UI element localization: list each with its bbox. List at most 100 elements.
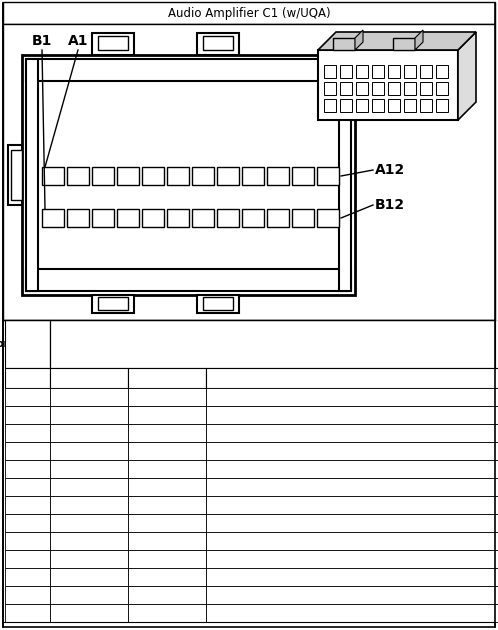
Polygon shape <box>355 30 363 50</box>
Polygon shape <box>415 30 423 50</box>
Bar <box>50 460 128 478</box>
Text: A8: A8 <box>21 464 33 474</box>
Text: Connector Part Information: Connector Part Information <box>0 339 103 349</box>
Bar <box>3 24 495 320</box>
Bar <box>26 269 351 291</box>
Text: •   24-Way F Micro-Pack 100 Series (GY): • 24-Way F Micro-Pack 100 Series (GY) <box>68 344 262 354</box>
Text: Function: Function <box>329 373 376 383</box>
Bar <box>5 586 50 604</box>
Bar <box>206 478 498 496</box>
Text: Wire Color: Wire Color <box>60 373 118 383</box>
Bar <box>420 82 432 95</box>
Bar <box>128 388 206 406</box>
Bar <box>206 532 498 550</box>
Bar <box>128 550 206 568</box>
Bar <box>50 388 128 406</box>
Bar <box>22 55 355 295</box>
Text: Left Front Speaker Output (−): Left Front Speaker Output (−) <box>210 428 345 437</box>
Text: Right Rear Low Level Audio Signal (−): Right Rear Low Level Audio Signal (−) <box>210 590 382 600</box>
Bar <box>292 209 314 227</box>
Text: A7: A7 <box>21 447 33 455</box>
Text: D-GN: D-GN <box>77 537 101 546</box>
Text: BK: BK <box>83 590 95 600</box>
Text: A1: A1 <box>68 34 88 48</box>
Bar <box>117 209 139 227</box>
Bar <box>217 167 239 185</box>
Bar <box>142 167 164 185</box>
Bar <box>67 167 89 185</box>
Text: Right Front Midrange Speaker Output (−): Right Front Midrange Speaker Output (−) <box>210 537 396 546</box>
Bar <box>436 82 448 95</box>
Bar <box>372 99 384 112</box>
Bar <box>206 550 498 568</box>
Bar <box>324 82 336 95</box>
Bar <box>5 550 50 568</box>
Bar <box>5 460 50 478</box>
Text: 201: 201 <box>158 411 176 420</box>
Text: Left Front Midrange Speaker Output (+): Left Front Midrange Speaker Output (+) <box>210 483 390 491</box>
Bar <box>217 209 239 227</box>
Text: Left Front Midrange Speaker Output (−): Left Front Midrange Speaker Output (−) <box>210 500 390 510</box>
Bar <box>92 33 134 55</box>
Text: Right Rear Low Level Audio Signal (+): Right Rear Low Level Audio Signal (+) <box>210 609 382 617</box>
Text: 1957: 1957 <box>155 500 178 510</box>
Text: B12: B12 <box>375 198 405 212</box>
Bar <box>42 209 64 227</box>
Bar <box>388 99 400 112</box>
Text: 1946: 1946 <box>155 590 178 600</box>
Bar <box>98 297 128 310</box>
Text: L-BU: L-BU <box>79 500 99 510</box>
Bar <box>50 532 128 550</box>
Text: PU: PU <box>83 573 95 581</box>
Text: 1853: 1853 <box>155 518 178 527</box>
Bar <box>206 406 498 424</box>
Bar <box>267 167 289 185</box>
Text: Rear Seat Audio Enable Signal: Rear Seat Audio Enable Signal <box>210 573 348 581</box>
Bar <box>128 368 206 388</box>
Text: D-BU: D-BU <box>78 609 100 617</box>
Bar <box>167 167 189 185</box>
Bar <box>5 406 50 424</box>
Bar <box>5 442 50 460</box>
Bar <box>167 209 189 227</box>
Bar <box>206 568 498 586</box>
Bar <box>206 496 498 514</box>
Text: 1857: 1857 <box>155 483 178 491</box>
Bar <box>5 478 50 496</box>
Bar <box>197 295 239 313</box>
Bar <box>50 320 495 368</box>
Bar <box>5 604 50 622</box>
Bar <box>128 604 206 622</box>
Text: 2334: 2334 <box>155 554 178 563</box>
Text: A12: A12 <box>375 163 405 177</box>
Text: 546: 546 <box>158 609 176 617</box>
Bar <box>8 145 22 205</box>
Text: GY: GY <box>83 428 95 437</box>
Bar <box>128 460 206 478</box>
Bar <box>206 514 498 532</box>
Text: 118: 118 <box>158 428 176 437</box>
Bar <box>5 514 50 532</box>
Bar <box>333 38 355 50</box>
Bar <box>26 59 38 291</box>
Text: •   12110088: • 12110088 <box>68 327 132 337</box>
Bar <box>206 586 498 604</box>
Bar <box>5 424 50 442</box>
Bar <box>128 568 206 586</box>
Text: 117: 117 <box>158 464 176 474</box>
Text: Audio Amplifier C1 (w/UQA): Audio Amplifier C1 (w/UQA) <box>168 6 330 20</box>
Text: A5: A5 <box>21 411 33 420</box>
Bar <box>197 33 239 55</box>
Bar <box>67 209 89 227</box>
Text: A11: A11 <box>19 518 36 527</box>
Bar <box>5 320 50 368</box>
Text: D-GN: D-GN <box>77 464 101 474</box>
Bar <box>324 99 336 112</box>
Bar <box>340 82 352 95</box>
Text: L-GN: L-GN <box>78 447 100 455</box>
Bar <box>50 478 128 496</box>
Bar <box>317 167 339 185</box>
Text: —: — <box>162 392 171 401</box>
Bar <box>5 388 50 406</box>
Bar <box>420 65 432 78</box>
